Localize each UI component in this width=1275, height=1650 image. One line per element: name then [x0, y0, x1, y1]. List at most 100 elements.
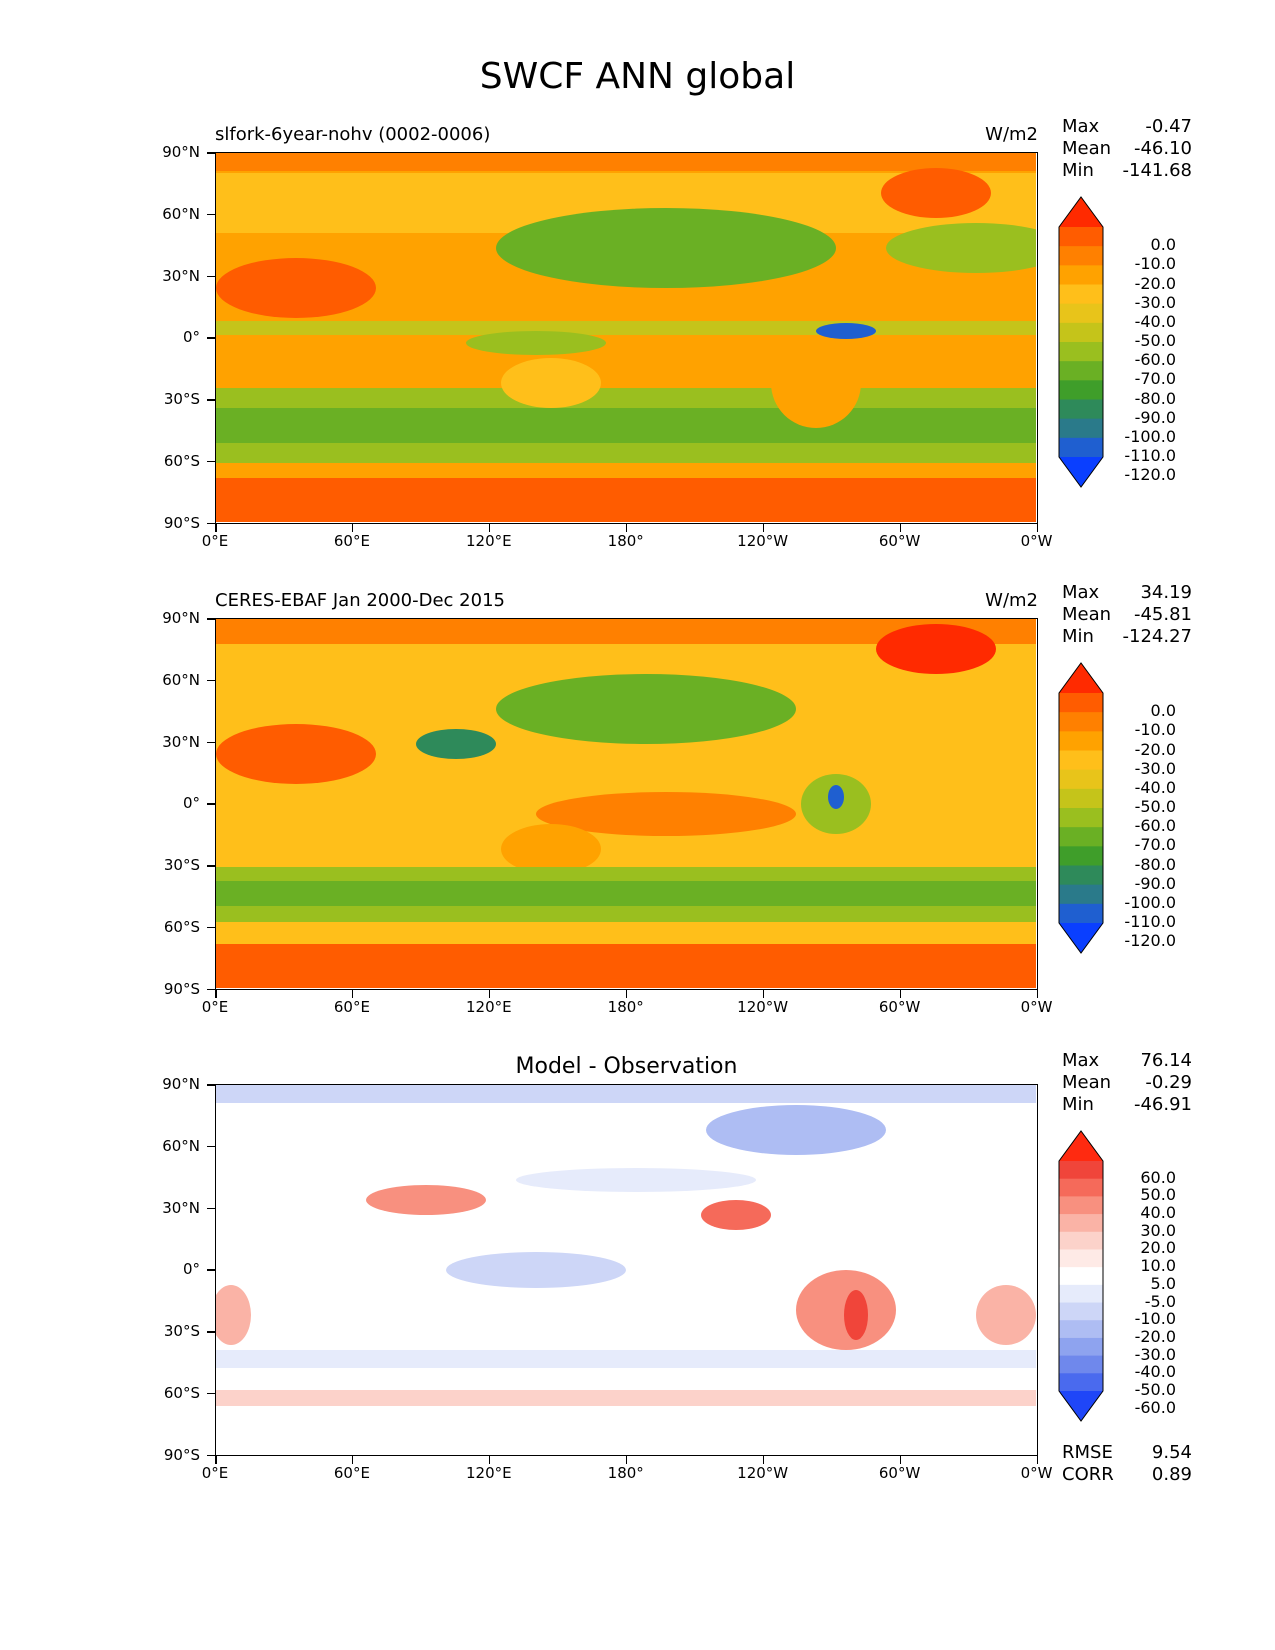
colorbar-segment	[1059, 361, 1103, 381]
stat-mean-value: -0.29	[1145, 1072, 1192, 1093]
north-atlantic-cloud	[886, 223, 1036, 273]
x-tick-label: 180°	[607, 1464, 644, 1482]
colorbar-label: -60.0	[1134, 350, 1176, 370]
y-tick-label: 30°S	[163, 856, 200, 874]
colorbar-segment	[1059, 1249, 1103, 1268]
units-label: W/m2	[985, 590, 1038, 611]
y-tick-label: 90°N	[162, 143, 200, 161]
x-tick-label: 60°W	[878, 998, 921, 1016]
x-tick-label: 180°	[607, 998, 644, 1016]
y-tick-mark	[207, 460, 215, 463]
y-tick-label: 30°S	[163, 1322, 200, 1340]
x-tick-mark	[899, 990, 902, 998]
x-tick-label: 180°	[607, 532, 644, 550]
colorbar-label: -120.0	[1124, 931, 1176, 951]
stats-box: Max 76.14 Mean -0.29 Min -46.91	[1062, 1050, 1192, 1116]
colorbar-segment	[1059, 322, 1103, 343]
y-tick-mark	[207, 988, 215, 990]
x-tick-mark	[625, 524, 628, 532]
y-tick-label: 30°N	[162, 1198, 200, 1217]
colorbar-segment	[1059, 399, 1103, 420]
x-tick-label: 60°E	[333, 1464, 370, 1482]
colorbar-svg	[1058, 196, 1104, 488]
colorbar-label: -80.0	[1134, 854, 1176, 874]
colorbar-label: -110.0	[1124, 446, 1176, 465]
colorbar-segment	[1059, 1302, 1103, 1321]
stat-max-value: -0.47	[1145, 116, 1192, 137]
colorbar-label: -5.0	[1144, 1291, 1176, 1311]
x-tick-label: 60°E	[333, 998, 370, 1016]
y-tick-label: 30°N	[162, 732, 200, 751]
colorbar-extend-max	[1059, 663, 1103, 693]
rmse-corr-box: RMSE 9.54 CORR 0.89	[1062, 1442, 1192, 1486]
x-tick-label: 120°W	[737, 1464, 789, 1482]
y-tick-label: 60°N	[162, 204, 200, 223]
x-tick-mark	[762, 990, 765, 998]
y-tick-mark	[207, 275, 215, 277]
colorbar-label: -10.0	[1134, 254, 1176, 274]
x-tick-label: 120°E	[466, 998, 512, 1016]
stat-min-label: Min	[1062, 626, 1094, 647]
x-tick-label: 60°W	[878, 532, 921, 550]
colorbar-label: -10.0	[1134, 720, 1176, 740]
southern-ocean-core	[216, 881, 1036, 906]
panel-title: slfork-6year-nohv (0002-0006)	[215, 124, 491, 145]
colorbar-segment	[1059, 265, 1103, 285]
stat-max-label: Max	[1062, 116, 1100, 137]
x-tick-mark	[762, 524, 765, 532]
stat-max-value: 76.14	[1140, 1050, 1192, 1071]
map-svg	[216, 1085, 1036, 1454]
antarctica	[216, 478, 1036, 522]
colorbar-outline	[1058, 196, 1104, 488]
y-tick-label: 60°N	[162, 670, 200, 689]
map-plot	[215, 152, 1038, 524]
y-tick-mark	[207, 152, 215, 154]
colorbar-segment	[1059, 808, 1103, 828]
x-tick-label: 0°E	[201, 532, 229, 550]
x-tick-label: 60°E	[333, 532, 370, 550]
x-tick-mark	[351, 524, 354, 532]
stat-max-value: 34.19	[1140, 582, 1192, 603]
colorbar-segment	[1059, 750, 1103, 771]
y-tick-mark	[207, 803, 215, 805]
colorbar-label: -40.0	[1134, 311, 1176, 331]
y-tick-mark	[207, 741, 215, 743]
colorbar-extend-max	[1059, 1131, 1103, 1161]
asia-bias	[366, 1185, 486, 1215]
stat-min-value: -124.27	[1122, 626, 1192, 647]
y-tick-mark	[207, 679, 215, 682]
y-tick-mark	[207, 618, 215, 620]
colorbar-segment	[1059, 1337, 1103, 1357]
y-tick-label: 30°N	[162, 266, 200, 285]
x-tick-mark	[351, 1456, 354, 1464]
southern-ocean-core	[216, 408, 1036, 443]
colorbar-label: -50.0	[1134, 1380, 1176, 1399]
colorbar-label: 0.0	[1150, 235, 1176, 255]
y-tick-label: 90°S	[163, 979, 200, 998]
x-tick-label: 120°W	[737, 998, 789, 1016]
stats-box: Max 34.19 Mean -45.81 Min -124.27	[1062, 582, 1192, 648]
stat-max-label: Max	[1062, 582, 1100, 603]
y-tick-mark	[207, 1269, 215, 1271]
sahara	[216, 258, 376, 318]
colorbar-segment	[1059, 693, 1103, 713]
north-pacific-cloud	[496, 208, 836, 288]
antarctica	[216, 944, 1036, 988]
colorbar-extend-min	[1059, 923, 1103, 953]
panel-model: slfork-6year-nohv (0002-0006) W/m2 Max -0…	[0, 0, 1275, 550]
northeast-pacific-bias	[701, 1200, 771, 1230]
corr-value: 0.89	[1151, 1464, 1192, 1485]
australia	[501, 358, 601, 408]
southern-ocean-bias	[216, 1350, 1036, 1368]
colorbar-label: 5.0	[1150, 1273, 1176, 1293]
y-tick-mark	[207, 522, 215, 524]
colorbar-segment	[1059, 1355, 1103, 1374]
rmse-label: RMSE	[1062, 1442, 1113, 1463]
colorbar-segment	[1059, 227, 1103, 247]
itcz	[216, 321, 1036, 335]
x-tick-label: 0°W	[1020, 532, 1053, 550]
colorbar-label: -40.0	[1134, 1362, 1176, 1382]
y-tick-label: 60°S	[163, 1383, 200, 1402]
y-tick-label: 0°	[182, 328, 200, 347]
corr-label: CORR	[1062, 1464, 1114, 1485]
